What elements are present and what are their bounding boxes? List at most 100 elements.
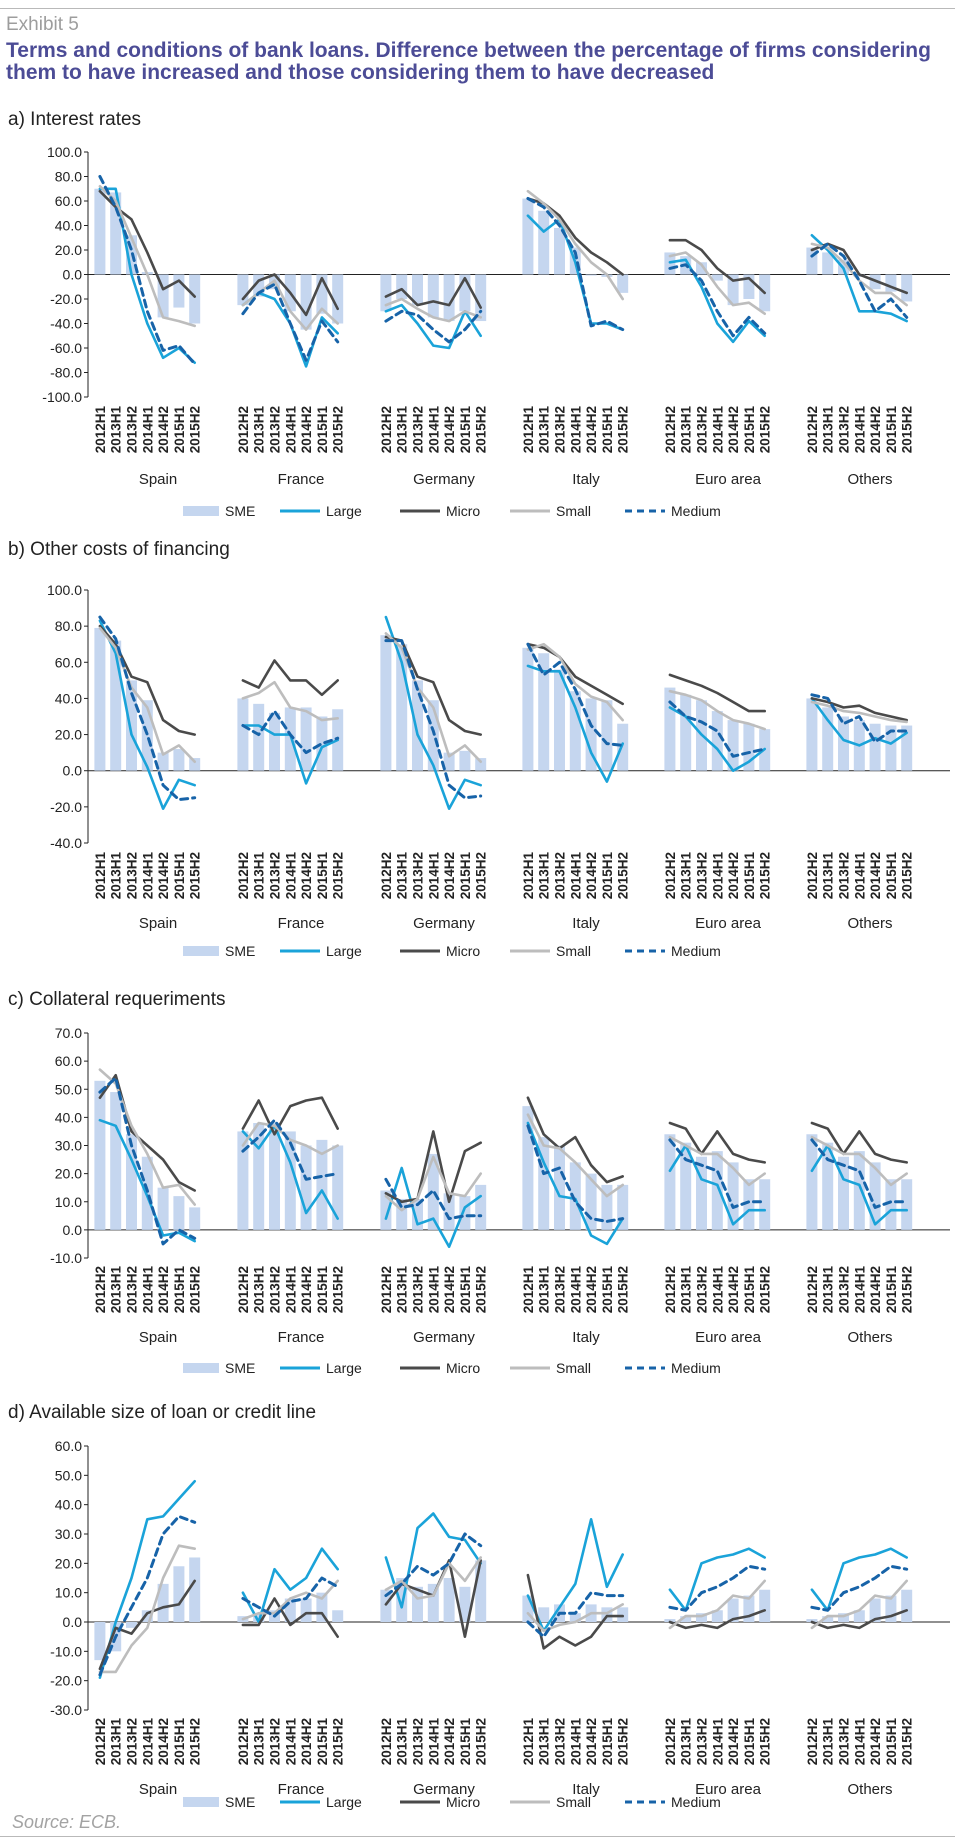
x-tick-label: 2012H2 xyxy=(805,852,820,899)
x-tick-label: 2015H2 xyxy=(474,852,489,899)
y-tick-label: 20.0 xyxy=(55,242,82,258)
x-tick-label: 2014H1 xyxy=(140,1718,155,1766)
x-tick-label: 2015H1 xyxy=(884,406,899,454)
group-label: France xyxy=(278,915,325,932)
bar-sme xyxy=(253,1123,265,1230)
legend-label: SME xyxy=(225,1360,255,1376)
x-tick-label: 2015H1 xyxy=(884,1266,899,1314)
x-tick-label: 2013H2 xyxy=(411,852,426,899)
x-tick-label: 2015H2 xyxy=(616,406,631,453)
x-tick-label: 2013H1 xyxy=(679,852,694,900)
line-medium xyxy=(526,642,625,747)
legend-label: Micro xyxy=(446,1360,480,1376)
group-others: 2012H2 2013H1 2013H2 2014H1 2014H2 2015H1 2015… xyxy=(805,1547,915,1798)
x-tick-label: 2015H1 xyxy=(315,852,330,900)
line-medium xyxy=(810,1138,909,1209)
line-large xyxy=(98,619,196,811)
group-label: Spain xyxy=(139,1329,177,1346)
bar-sme xyxy=(554,1145,565,1230)
group-euro-area: 2012H2 2013H1 2013H2 2014H1 2014H2 2015H1 2015… xyxy=(663,673,773,932)
x-tick-label: 2012H2 xyxy=(805,1718,820,1765)
bar-sme xyxy=(901,1179,913,1230)
group-france: 2012H2 2013H1 2013H2 2014H1 2014H2 2015H1 2015… xyxy=(236,273,346,488)
bar-sme xyxy=(141,700,153,771)
bar-sme xyxy=(300,1598,312,1622)
x-tick-label: 2014H2 xyxy=(726,1266,741,1313)
bar-sme xyxy=(538,653,550,771)
x-tick-label: 2014H2 xyxy=(584,852,599,899)
x-tick-label: 2014H2 xyxy=(868,406,883,453)
line-micro xyxy=(810,1609,909,1630)
x-tick-label: 2014H1 xyxy=(852,406,867,454)
group-label: Others xyxy=(847,1781,892,1798)
line-large xyxy=(98,187,196,365)
x-tick-label: 2013H1 xyxy=(821,1718,836,1766)
y-tick-label: -10.0 xyxy=(50,1643,82,1659)
x-tick-label: 2015H2 xyxy=(900,1266,915,1313)
bar-sme xyxy=(332,1610,344,1622)
group-label: France xyxy=(278,1781,325,1798)
group-label: Germany xyxy=(413,471,475,488)
group-italy: 2012H1 2013H1 2013H2 2014H1 2014H2 2015H1 2015… xyxy=(521,1096,631,1346)
line-small xyxy=(668,251,767,316)
bar-sme xyxy=(189,274,201,324)
bar-sme xyxy=(806,1134,818,1230)
line-small xyxy=(98,1544,196,1674)
bar-sme xyxy=(427,274,439,318)
line-medium xyxy=(668,1564,767,1612)
bar-sme xyxy=(237,698,249,771)
x-tick-label: 2013H2 xyxy=(268,852,283,899)
bar-sme xyxy=(475,1560,487,1622)
legend-label: Medium xyxy=(671,1794,721,1810)
bar-sme xyxy=(300,707,312,771)
legend: SME Large Micro Small Medium xyxy=(183,1360,721,1376)
y-tick-label: 0.0 xyxy=(63,1614,83,1630)
line-medium xyxy=(98,615,197,802)
x-tick-label: 2015H1 xyxy=(172,1266,187,1314)
line-small xyxy=(526,189,625,301)
x-tick-label: 2014H2 xyxy=(726,406,741,453)
bar-sme xyxy=(412,1586,423,1622)
bar-sme xyxy=(94,1080,106,1230)
group-label: Others xyxy=(847,915,892,932)
bar-sme xyxy=(711,1151,723,1230)
x-tick-label: 2012H2 xyxy=(379,406,394,453)
group-label: Germany xyxy=(413,1781,475,1798)
bar-sme xyxy=(680,1142,692,1230)
group-france: 2012H2 2013H1 2013H2 2014H1 2014H2 2015H1 2015… xyxy=(236,659,346,932)
line-micro xyxy=(241,659,340,697)
bar-sme xyxy=(569,1613,581,1622)
line-small xyxy=(526,1603,625,1633)
bar-sme xyxy=(601,700,613,771)
x-tick-label: 2014H2 xyxy=(299,1718,314,1765)
group-label: Spain xyxy=(139,471,177,488)
bar-sme xyxy=(396,1578,408,1622)
x-tick-label: 2014H2 xyxy=(299,852,314,899)
bar-sme xyxy=(617,1607,629,1622)
bar-sme xyxy=(869,1598,881,1622)
line-medium xyxy=(98,175,197,366)
line-large xyxy=(241,1124,340,1220)
x-tick-label: 2013H1 xyxy=(395,406,410,454)
x-tick-label: 2014H2 xyxy=(442,1718,457,1765)
bar-sme xyxy=(396,644,408,771)
y-tick-label: -80.0 xyxy=(50,365,82,381)
legend-label: SME xyxy=(225,503,255,519)
x-tick-label: 2012H2 xyxy=(379,1266,394,1313)
bar-sme xyxy=(743,1595,755,1622)
x-tick-label: 2012H2 xyxy=(379,852,394,899)
x-tick-label: 2014H1 xyxy=(426,852,441,900)
panel-4: d) Available size of loan or credit line… xyxy=(8,1402,950,1810)
x-tick-label: 2012H2 xyxy=(663,406,678,453)
x-tick-label: 2015H2 xyxy=(616,1266,631,1313)
top-rule xyxy=(0,8,955,9)
bar-sme xyxy=(538,210,550,275)
x-tick-label: 2013H2 xyxy=(268,1266,283,1313)
legend-label: Small xyxy=(556,1360,591,1376)
line-medium xyxy=(668,1138,767,1209)
bar-sme xyxy=(727,1598,739,1622)
bottom-rule xyxy=(0,1836,955,1837)
bar-sme xyxy=(316,274,328,314)
y-tick-label: -20.0 xyxy=(50,291,82,307)
x-tick-label: 2015H2 xyxy=(331,1266,346,1313)
